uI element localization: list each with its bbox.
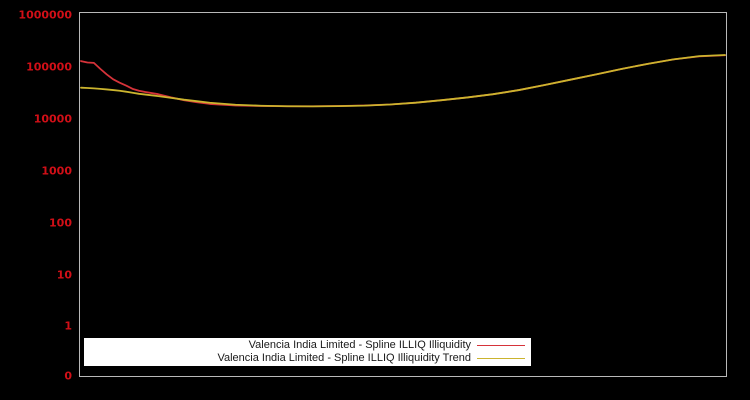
y-tick-label-10: 10 bbox=[56, 268, 72, 282]
legend-label-illiquidity: Valencia India Limited - Spline ILLIQ Il… bbox=[248, 339, 471, 351]
legend-label-illiquidity-trend: Valencia India Limited - Spline ILLIQ Il… bbox=[217, 352, 471, 364]
y-tick-label-1000000: 1000000 bbox=[18, 8, 72, 22]
legend-swatch-illiquidity bbox=[477, 345, 525, 346]
y-tick-label-1000: 1000 bbox=[41, 164, 72, 178]
plot-area bbox=[79, 12, 727, 377]
y-tick-label-0: 0 bbox=[64, 369, 72, 383]
y-tick-label-100: 100 bbox=[49, 216, 72, 230]
y-axis: 1000000 100000 10000 1000 100 10 1 0 bbox=[0, 0, 72, 400]
legend-swatch-illiquidity-trend bbox=[477, 358, 525, 359]
legend-item-illiquidity-trend[interactable]: Valencia India Limited - Spline ILLIQ Il… bbox=[84, 352, 525, 365]
legend: Valencia India Limited - Spline ILLIQ Il… bbox=[84, 338, 531, 366]
series-line bbox=[80, 54, 726, 108]
series-lines bbox=[80, 54, 726, 108]
legend-item-illiquidity[interactable]: Valencia India Limited - Spline ILLIQ Il… bbox=[84, 339, 525, 352]
y-tick-label-10000: 10000 bbox=[33, 112, 72, 126]
y-tick-label-1: 1 bbox=[64, 319, 72, 333]
y-tick-label-100000: 100000 bbox=[26, 60, 72, 74]
